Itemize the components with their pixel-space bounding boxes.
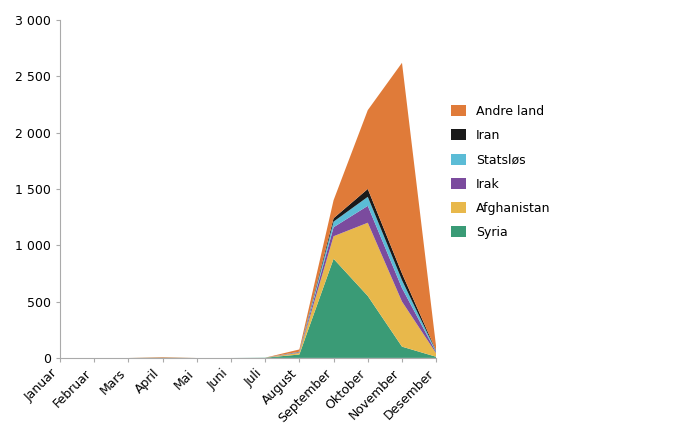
Legend: Andre land, Iran, Statsløs, Irak, Afghanistan, Syria: Andre land, Iran, Statsløs, Irak, Afghan… — [446, 100, 556, 244]
